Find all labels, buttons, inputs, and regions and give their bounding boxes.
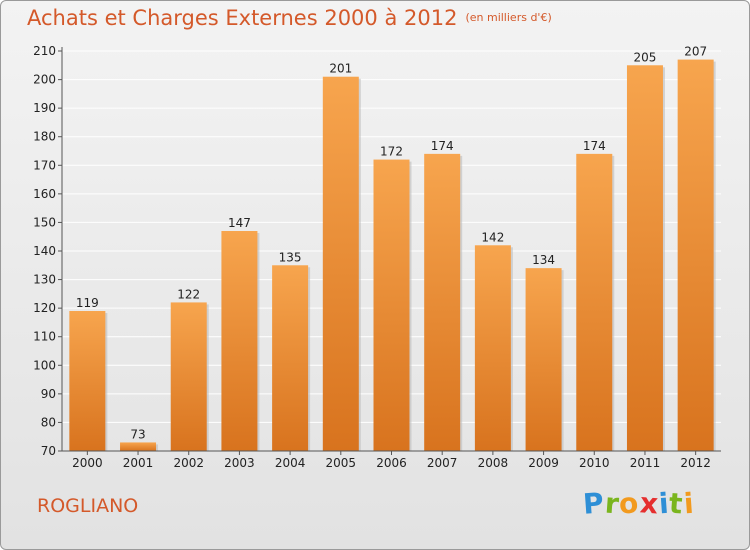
y-tick-label: 150 [33,215,56,229]
x-tick-label: 2005 [326,456,357,470]
bar [69,311,106,451]
bar [474,245,511,451]
axes: 7080901001101201301401501601701801902002… [33,44,721,470]
y-tick-label: 200 [33,73,56,87]
y-tick-label: 140 [33,244,56,258]
y-tick-label: 90 [41,387,56,401]
y-tick-label: 180 [33,130,56,144]
logo-letter: i [682,486,696,521]
y-tick-label: 120 [33,301,56,315]
bar [424,153,461,451]
bar [576,153,613,451]
y-tick-label: 70 [41,444,56,458]
chart-subtitle: (en milliers d'€) [465,11,552,24]
y-tick-label: 190 [33,101,56,115]
data-label: 147 [228,216,251,230]
y-tick-label: 110 [33,330,56,344]
data-label: 73 [130,427,145,441]
y-tick-label: 170 [33,158,56,172]
x-tick-label: 2009 [528,456,559,470]
proxiti-logo[interactable]: Proxiti [581,486,696,521]
y-tick-label: 160 [33,187,56,201]
logo-letter: P [581,486,606,521]
x-tick-label: 2012 [680,456,711,470]
chart-title: Achats et Charges Externes 2000 à 2012 (e… [27,6,552,30]
x-tick-label: 2002 [173,456,204,470]
data-labels: 119 73 122 147 135 201 172 174 142 134 174 205 207 [76,45,707,442]
bar [120,442,157,451]
bar [373,159,410,452]
bar [626,65,663,452]
x-tick-label: 2004 [275,456,306,470]
bar [272,265,309,451]
bar [170,302,207,451]
data-label: 134 [532,253,555,267]
x-tick-label: 2008 [478,456,509,470]
x-tick-label: 2011 [630,456,661,470]
data-label: 172 [380,145,403,159]
bar [322,76,359,451]
data-label: 174 [583,139,606,153]
logo-letter: o [618,486,641,521]
bar [525,268,562,451]
data-label: 122 [177,287,200,301]
x-tick-label: 2006 [376,456,407,470]
y-tick-label: 210 [33,44,56,58]
x-tick-label: 2010 [579,456,610,470]
data-label: 135 [279,250,302,264]
data-label: 142 [481,230,504,244]
data-label: 201 [329,62,352,76]
x-tick-label: 2001 [123,456,154,470]
x-tick-label: 2003 [224,456,255,470]
bars [69,59,716,452]
logo-letter: x [638,486,660,521]
y-tick-label: 80 [41,415,56,429]
data-label: 205 [634,50,657,64]
chart-title-text: Achats et Charges Externes 2000 à 2012 [27,6,458,30]
y-tick-label: 100 [33,358,56,372]
y-tick-label: 130 [33,273,56,287]
data-label: 119 [76,296,99,310]
x-tick-label: 2000 [72,456,103,470]
bar [221,231,258,451]
bar [677,59,714,451]
x-tick-label: 2007 [427,456,458,470]
data-label: 174 [431,139,454,153]
data-label: 207 [684,45,707,59]
town-name: ROGLIANO [37,495,139,517]
